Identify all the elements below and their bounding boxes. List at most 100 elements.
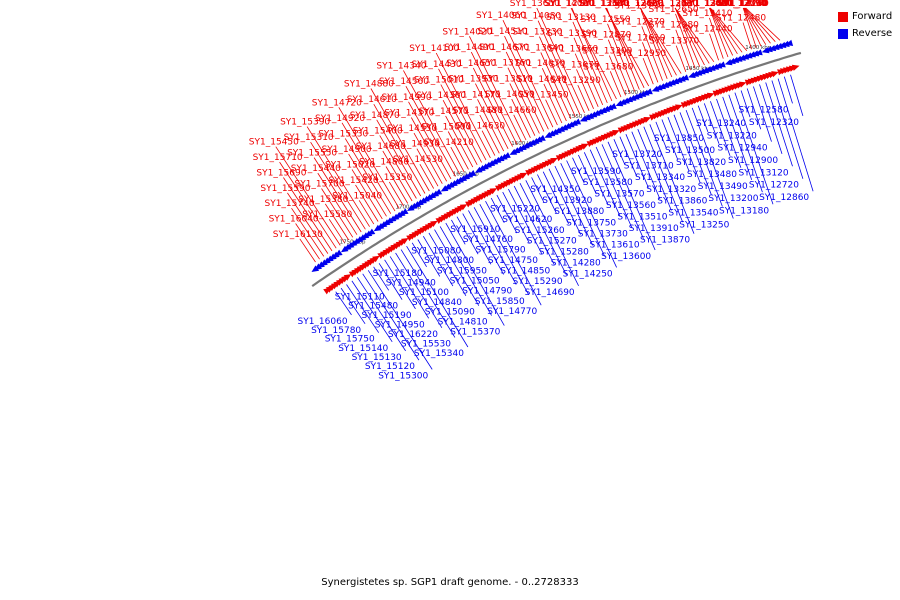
forward-gene-label-leader (640, 7, 673, 78)
forward-gene-label-leader (505, 51, 545, 132)
reverse-gene-glyph (691, 70, 700, 77)
reverse-gene-glyph (596, 108, 604, 115)
reverse-gene-glyph (487, 160, 496, 167)
reverse-gene-label-leader (400, 249, 456, 338)
reverse-gene-label: SY1_15790 (476, 246, 526, 256)
forward-gene-label-leader (640, 10, 668, 79)
reverse-gene-glyph (346, 241, 355, 249)
reverse-gene-label: SY1_13600 (601, 252, 651, 262)
forward-gene-label-leader (536, 7, 585, 113)
forward-gene-label: SY1_15580 (302, 210, 352, 220)
forward-gene-label: SY1_13080 (683, 0, 733, 9)
reverse-gene-label: SY1_14940 (386, 278, 436, 288)
forward-gene-label: SY1_15380 (298, 195, 348, 205)
reverse-gene-label: SY1_13240 (696, 119, 746, 129)
forward-gene-label-leader (435, 52, 491, 159)
reverse-gene-label: SY1_12580 (739, 105, 789, 115)
forward-gene-label-leader (472, 67, 513, 147)
forward-gene-label-leader (574, 53, 599, 107)
forward-gene-label: SY1_14170 (451, 90, 501, 100)
forward-gene-glyph (675, 104, 683, 111)
forward-gene-label-leader (709, 33, 719, 61)
reverse-gene-label: SY1_15910 (450, 225, 500, 235)
forward-gene-label: SY1_12950 (616, 49, 666, 59)
reverse-gene-label: SY1_13720 (612, 150, 662, 160)
reverse-gene-label-leader (422, 235, 454, 287)
forward-gene-label-leader (609, 71, 622, 98)
reverse-gene-label: SY1_12940 (718, 144, 768, 154)
reverse-gene-label-leader (595, 146, 633, 228)
reverse-gene-glyph (728, 58, 736, 64)
reverse-gene-label-leader (479, 204, 530, 295)
reverse-gene-label-leader (468, 210, 504, 275)
forward-gene-label: SY1_15740 (265, 199, 315, 209)
reverse-gene-glyph (407, 204, 415, 211)
reverse-gene-label-leader (513, 185, 555, 265)
reverse-gene-label-leader (734, 92, 774, 205)
reverse-gene-glyph (397, 210, 406, 217)
forward-gene-label-leader (540, 52, 572, 120)
reverse-gene-label-leader (661, 119, 679, 160)
reverse-gene-label: SY1_16220 (388, 330, 438, 340)
reverse-gene-label: SY1_15110 (335, 292, 385, 302)
reverse-gene-glyph (349, 240, 358, 247)
forward-gene-label: SY1_13370 (649, 37, 699, 47)
forward-gene-label: SY1_12550 (581, 15, 631, 25)
forward-gene-label: SY1_15000 (421, 123, 471, 133)
forward-gene-label-leader (450, 146, 465, 172)
reverse-gene-label-leader (783, 76, 793, 104)
reverse-gene-glyph (459, 175, 467, 182)
forward-gene-label: SY1_14900 (322, 145, 372, 155)
forward-gene-label-leader (675, 13, 696, 69)
forward-gene-label: SY1_14530 (393, 155, 443, 165)
forward-gene-label: SY1_15440 (291, 164, 341, 174)
reverse-gene-glyph (589, 111, 598, 118)
forward-gene-label-leader (481, 130, 496, 156)
reverse-gene-glyph (661, 81, 670, 88)
forward-gene-label: SY1_15310 (284, 133, 334, 143)
reverse-gene-glyph (335, 249, 343, 257)
reverse-gene-label: SY1_15340 (414, 349, 464, 359)
forward-gene-label: SY1_12790 (719, 0, 769, 9)
reverse-gene-label-leader (434, 229, 480, 306)
reverse-gene-label: SY1_13880 (554, 207, 604, 217)
reverse-gene-label: SY1_13120 (739, 168, 789, 178)
reverse-gene-label-leader (631, 131, 661, 200)
reverse-gene-label-leader (542, 171, 569, 224)
forward-gene-glyph (372, 255, 380, 263)
forward-gene-label: SY1_14080 (511, 12, 561, 22)
forward-gene-label: SY1_13380 (648, 0, 698, 9)
forward-gene-label: SY1_12400 (613, 0, 663, 9)
reverse-gene-glyph (765, 46, 773, 53)
reverse-gene-label: SY1_13500 (665, 146, 715, 156)
reverse-gene-label: SY1_13850 (654, 134, 704, 144)
forward-gene-label-leader (477, 99, 505, 152)
forward-gene-label: SY1_13640 (514, 43, 564, 53)
forward-gene-label: SY1_15700 (295, 180, 345, 190)
reverse-gene-label-leader (351, 280, 393, 343)
reverse-gene-glyph (400, 208, 409, 215)
reverse-gene-label-leader (395, 252, 443, 329)
reverse-gene-label: SY1_13710 (624, 162, 674, 172)
reverse-gene-label-leader (625, 134, 649, 188)
forward-gene-label-leader (577, 84, 590, 111)
reverse-gene-glyph (681, 74, 690, 81)
reverse-gene-label-leader (728, 94, 763, 193)
forward-gene-label: SY1_12710 (718, 0, 768, 9)
reverse-gene-glyph (534, 136, 543, 143)
reverse-gene-glyph (592, 110, 601, 116)
reverse-gene-label-leader (384, 259, 416, 310)
forward-gene-label: SY1_14610 (347, 95, 397, 105)
reverse-gene-label: SY1_15080 (411, 246, 461, 256)
reverse-gene-label: SY1_13320 (646, 185, 696, 195)
forward-gene-label: SY1_12980 (649, 21, 699, 31)
reverse-gene-glyph (618, 98, 627, 105)
reverse-gene-glyph (410, 202, 418, 210)
reverse-gene-label: SY1_13590 (571, 167, 621, 177)
forward-gene-label-leader (674, 7, 701, 67)
reverse-gene-glyph (443, 183, 452, 190)
reverse-gene-label-leader (643, 126, 684, 223)
reverse-gene-label-leader (389, 256, 430, 319)
forward-gene-label-leader (572, 21, 608, 104)
